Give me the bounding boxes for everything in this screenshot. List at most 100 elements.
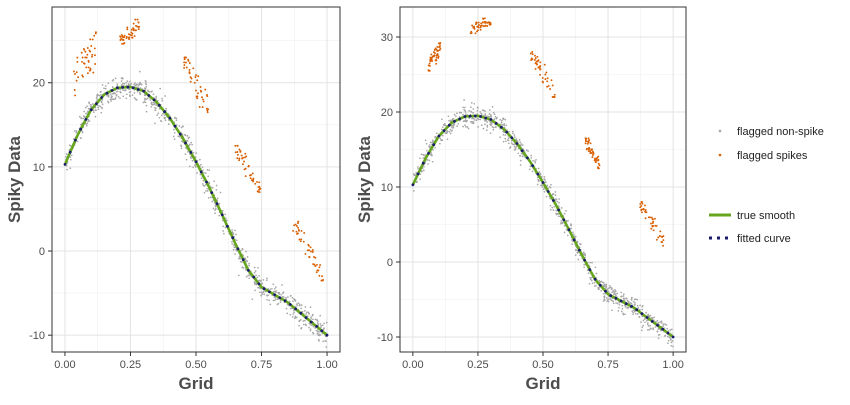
point-non-spike — [87, 120, 89, 123]
point-non-spike — [419, 173, 422, 176]
point-non-spike — [551, 193, 554, 195]
point-non-spike — [122, 82, 124, 85]
point-fitted-curve — [447, 123, 451, 127]
point-non-spike — [479, 118, 482, 121]
point-non-spike — [222, 225, 224, 228]
point-spike — [316, 269, 319, 272]
point-non-spike — [145, 104, 148, 107]
point-spike — [546, 77, 549, 80]
point-spike — [189, 76, 192, 79]
point-non-spike — [472, 117, 475, 120]
point-spike — [239, 149, 242, 152]
point-non-spike — [637, 307, 640, 309]
point-fitted-curve — [252, 275, 256, 279]
point-non-spike — [280, 293, 283, 296]
point-spike — [481, 21, 484, 24]
point-non-spike — [234, 229, 236, 232]
point-non-spike — [218, 202, 221, 205]
point-non-spike — [215, 184, 218, 187]
point-spike — [86, 72, 89, 75]
point-non-spike — [642, 319, 645, 322]
point-spike — [296, 222, 299, 225]
point-non-spike — [594, 266, 597, 269]
point-fitted-curve — [458, 117, 462, 121]
point-non-spike — [579, 242, 581, 245]
point-non-spike — [457, 122, 460, 125]
point-non-spike — [184, 153, 187, 155]
point-spike — [202, 100, 205, 103]
point-non-spike — [195, 152, 198, 154]
point-non-spike — [657, 334, 660, 336]
point-non-spike — [311, 314, 314, 317]
point-spike — [76, 56, 79, 59]
point-non-spike — [298, 324, 300, 327]
point-spike — [552, 96, 555, 98]
point-non-spike — [104, 85, 107, 87]
point-non-spike — [107, 100, 109, 103]
y-tick-label: 30 — [381, 32, 393, 44]
point-non-spike — [611, 291, 613, 294]
point-non-spike — [89, 103, 92, 106]
point-non-spike — [81, 131, 84, 134]
point-non-spike — [479, 111, 482, 113]
point-non-spike — [504, 140, 507, 143]
y-axis-title: Spiky Data — [5, 135, 24, 222]
point-fitted-curve — [121, 86, 124, 89]
point-non-spike — [449, 128, 452, 131]
point-non-spike — [120, 80, 123, 82]
point-non-spike — [121, 83, 123, 86]
point-spike — [438, 42, 441, 45]
point-spike — [477, 26, 480, 29]
point-non-spike — [308, 312, 310, 314]
point-spike — [123, 34, 126, 37]
point-spike — [183, 61, 186, 64]
point-non-spike — [591, 282, 594, 285]
point-fitted-curve — [635, 308, 639, 312]
point-non-spike — [615, 302, 617, 304]
point-non-spike — [302, 323, 305, 326]
x-axis-title: Grid — [526, 374, 561, 393]
x-tick-label: 0.50 — [532, 359, 553, 371]
point-non-spike — [175, 117, 178, 120]
point-non-spike — [641, 305, 644, 308]
series-fitted-curve — [63, 85, 329, 337]
point-non-spike — [500, 123, 502, 126]
point-spike — [89, 38, 92, 41]
point-spike — [588, 148, 591, 150]
point-spike — [183, 56, 186, 59]
point-non-spike — [539, 173, 542, 176]
point-non-spike — [276, 298, 279, 301]
point-fitted-curve — [194, 160, 198, 164]
point-spike — [481, 17, 484, 20]
point-non-spike — [427, 163, 429, 165]
point-non-spike — [588, 282, 591, 285]
point-non-spike — [652, 327, 654, 330]
legend-label-non-spike: flagged non-spike — [737, 126, 824, 138]
point-non-spike — [258, 286, 260, 289]
point-spike — [531, 53, 534, 56]
point-non-spike — [534, 161, 537, 164]
point-spike — [249, 177, 252, 180]
point-non-spike — [162, 113, 164, 115]
point-non-spike — [465, 113, 467, 116]
point-non-spike — [244, 258, 247, 261]
point-non-spike — [651, 318, 654, 321]
point-spike — [650, 227, 653, 230]
point-spike — [488, 22, 491, 25]
point-fitted-curve — [315, 325, 318, 328]
point-non-spike — [143, 99, 146, 101]
point-spike — [650, 216, 653, 219]
point-spike — [641, 202, 644, 205]
point-fitted-curve — [68, 150, 72, 154]
point-non-spike — [129, 95, 131, 98]
point-non-spike — [178, 125, 181, 127]
point-spike — [236, 144, 239, 147]
point-non-spike — [597, 288, 600, 291]
point-non-spike — [317, 324, 320, 326]
point-non-spike — [584, 254, 587, 256]
point-non-spike — [600, 290, 603, 292]
point-non-spike — [504, 137, 507, 140]
point-non-spike — [258, 279, 261, 282]
point-fitted-curve — [500, 125, 503, 129]
